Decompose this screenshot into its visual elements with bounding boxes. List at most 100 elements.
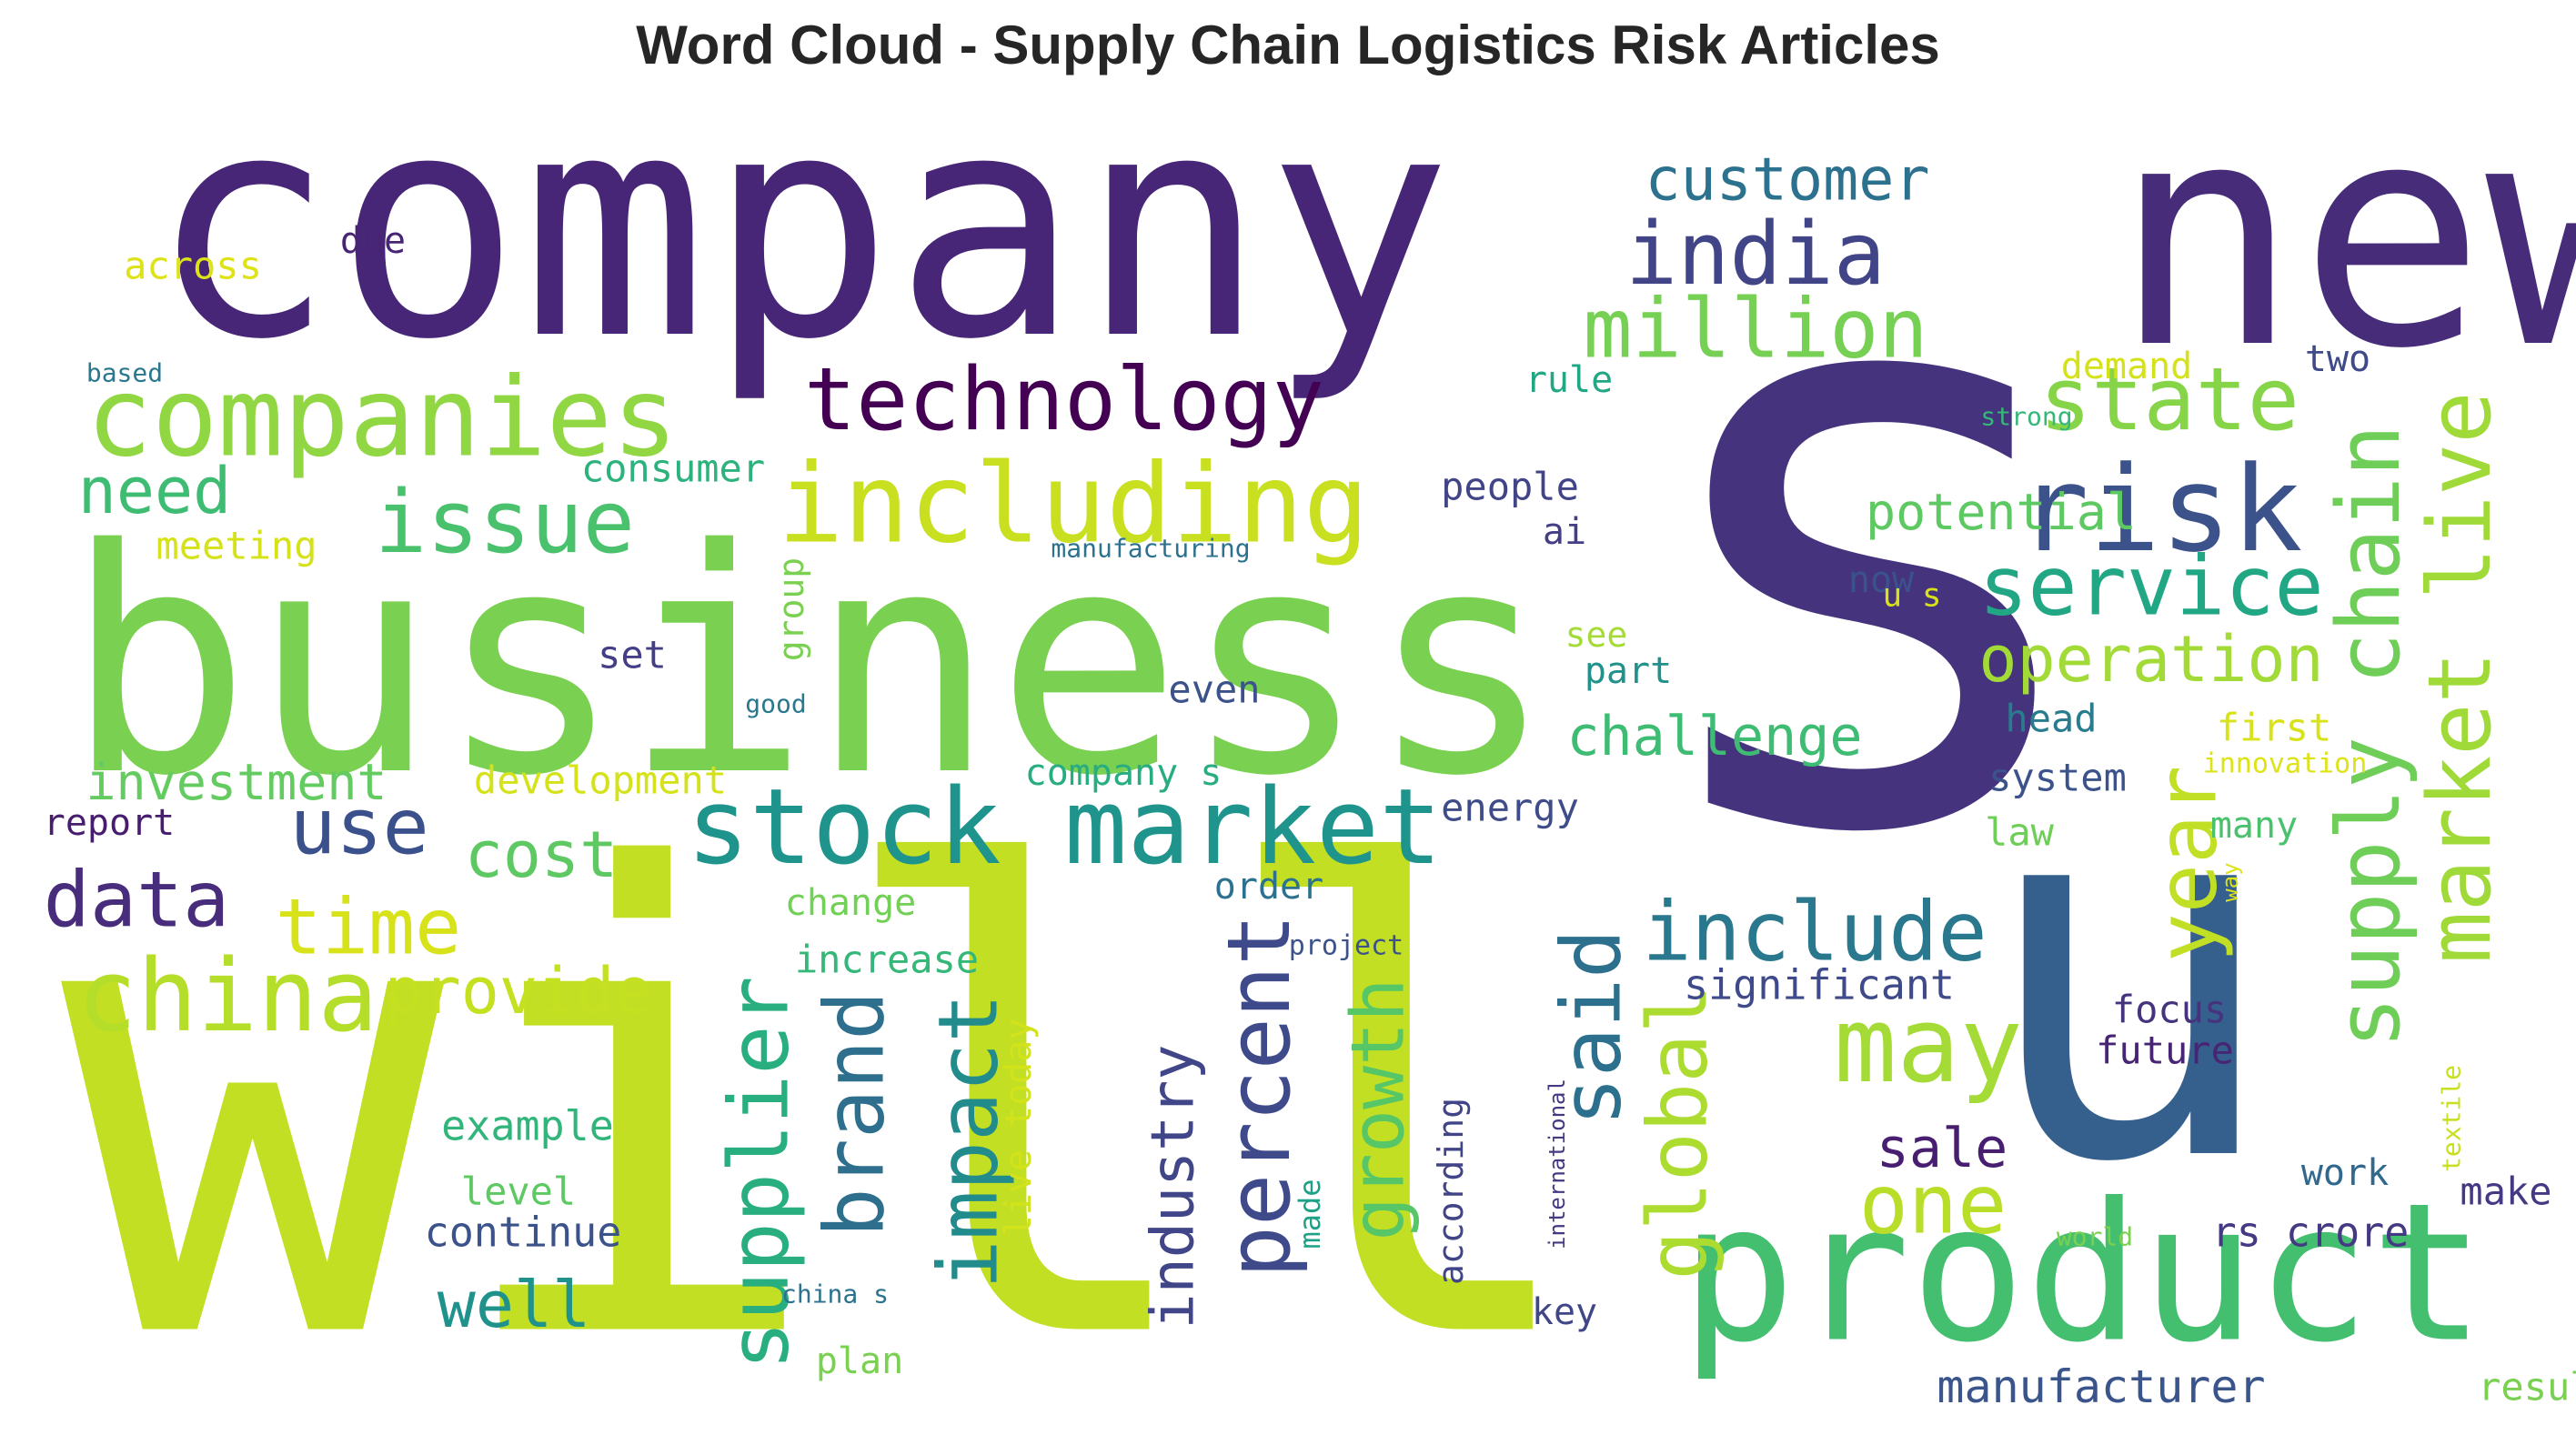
word-state: state — [2039, 350, 2299, 450]
word-group: group — [771, 557, 811, 661]
word-data: data — [44, 856, 230, 946]
word-include: include — [1642, 885, 1987, 980]
word-increase: increase — [795, 938, 979, 982]
word-china: china — [76, 938, 377, 1054]
word-ai: ai — [1543, 511, 1586, 553]
word-development: development — [474, 758, 727, 803]
word-people: people — [1441, 465, 1579, 509]
word-energy: energy — [1441, 786, 1579, 830]
word-innovation: innovation — [2203, 748, 2368, 780]
word-issue: issue — [375, 473, 635, 573]
word-textile: textile — [2437, 1065, 2467, 1172]
word-well: well — [438, 1268, 591, 1342]
word-supply-chain: supply chain — [2319, 425, 2420, 1049]
word-time: time — [276, 883, 462, 973]
word-example: example — [441, 1102, 614, 1150]
word-level: level — [461, 1169, 576, 1214]
word-percent: percent — [1210, 914, 1310, 1278]
word-business: business — [65, 484, 1555, 844]
word-due: due — [340, 220, 406, 262]
word-plan: plan — [816, 1340, 903, 1382]
word-made: made — [1293, 1179, 1327, 1249]
word-result: result — [2478, 1365, 2576, 1410]
word-demand: demand — [2061, 346, 2193, 387]
word-key: key — [1532, 1291, 1597, 1333]
word-based: based — [86, 358, 163, 388]
word-s: s — [1623, 61, 2116, 1013]
word-now: now — [1848, 559, 1915, 601]
word-manufacturing: manufacturing — [1051, 534, 1250, 564]
word-rs-crore: rs crore — [2212, 1209, 2410, 1257]
word-change: change — [785, 882, 917, 924]
word-new: new — [2113, 56, 2576, 416]
word-need: need — [78, 454, 232, 528]
word-report: report — [44, 802, 176, 844]
word-million: million — [1583, 282, 1927, 377]
word-focus: focus — [2112, 988, 2227, 1032]
word-set: set — [598, 633, 667, 677]
word-sale: sale — [1877, 1117, 2008, 1180]
word-operation: operation — [1978, 622, 2323, 697]
word-across: across — [124, 244, 262, 288]
word-live-today: live today — [998, 1019, 1040, 1238]
word-company-s: company s — [1025, 752, 1223, 794]
word-rule: rule — [1525, 359, 1613, 401]
word-potential: potential — [1866, 483, 2137, 541]
word-company: company — [149, 47, 1453, 407]
word-way: way — [2218, 862, 2243, 901]
word-cost: cost — [465, 818, 619, 892]
word-one: one — [1859, 1158, 2007, 1253]
word-significant: significant — [1684, 961, 1955, 1009]
word-technology: technology — [804, 350, 1324, 450]
word-two: two — [2305, 338, 2370, 380]
word-head: head — [2005, 697, 2097, 741]
word-system: system — [1988, 756, 2127, 800]
word-use: use — [289, 783, 429, 873]
word-strong: strong — [1980, 402, 2072, 432]
word-investment: investment — [86, 753, 387, 811]
word-market-live: market live — [2410, 391, 2511, 963]
word-consumer: consumer — [581, 447, 765, 491]
word-challenge: challenge — [1566, 705, 1862, 768]
word-continue: continue — [425, 1209, 622, 1257]
word-risk: risk — [2018, 440, 2302, 578]
word-may: may — [1834, 985, 2023, 1107]
word-according: according — [1431, 1098, 1471, 1285]
chart-title: Word Cloud - Supply Chain Logistics Risk… — [636, 15, 1940, 75]
word-global: global — [1631, 984, 1726, 1279]
word-customer: customer — [1645, 146, 1929, 215]
word-world: world — [2057, 1222, 2133, 1252]
word-growth: growth — [1336, 978, 1421, 1241]
word-brand: brand — [808, 991, 903, 1238]
word-service: service — [1978, 539, 2323, 635]
word-international: international — [1545, 1079, 1570, 1249]
word-will: will — [61, 739, 1595, 1435]
word-first: first — [2217, 706, 2331, 750]
word-make: make — [2460, 1169, 2551, 1214]
word-india: india — [1625, 205, 1886, 305]
word-see: see — [1565, 615, 1628, 655]
word-u-s: u s — [1882, 577, 1941, 615]
word-good: good — [745, 689, 806, 719]
word-companies: companies — [86, 356, 678, 482]
word-work: work — [2301, 1152, 2389, 1194]
word-including: including — [778, 442, 1369, 568]
word-project: project — [1289, 930, 1404, 962]
word-product: product — [1680, 1162, 2485, 1385]
word-supplier: supplier — [712, 976, 808, 1370]
word-meeting: meeting — [156, 524, 317, 568]
word-china-s: china s — [781, 1279, 889, 1310]
word-impact: impact — [921, 993, 1017, 1289]
word-part: part — [1585, 650, 1672, 692]
word-order: order — [1214, 866, 1323, 908]
word-year: year — [2140, 766, 2236, 963]
word-law: law — [1985, 810, 2055, 855]
word-provide: provide — [384, 954, 652, 1029]
word-even: even — [1168, 667, 1260, 712]
word-stock-market: stock market — [687, 767, 1443, 888]
word-many: many — [2210, 805, 2298, 847]
word-manufacturer: manufacturer — [1937, 1360, 2265, 1413]
word-industry: industry — [1140, 1044, 1208, 1329]
